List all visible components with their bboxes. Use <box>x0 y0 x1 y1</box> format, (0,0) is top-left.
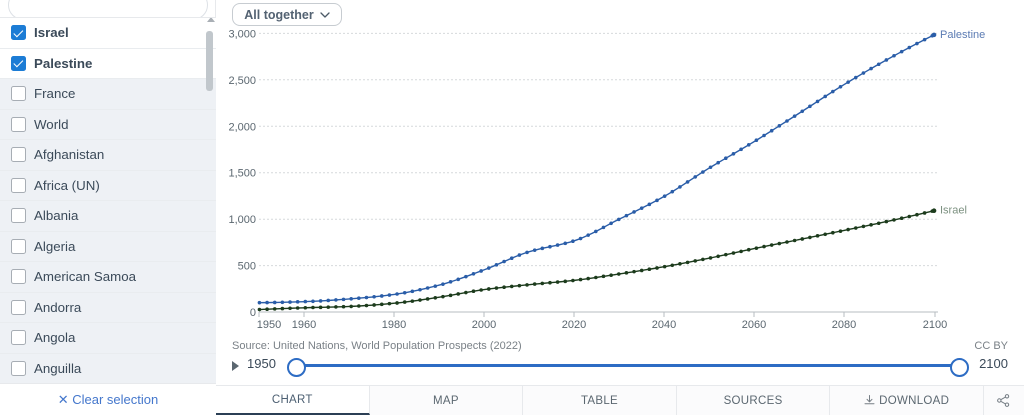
svg-text:Israel: Israel <box>940 205 967 217</box>
svg-text:1960: 1960 <box>292 319 316 331</box>
svg-text:0: 0 <box>250 307 256 319</box>
svg-text:1,000: 1,000 <box>228 214 256 226</box>
svg-text:2000: 2000 <box>472 319 496 331</box>
svg-text:2,500: 2,500 <box>228 75 256 87</box>
svg-text:2040: 2040 <box>652 319 676 331</box>
svg-text:2100: 2100 <box>923 319 947 331</box>
svg-text:3,000: 3,000 <box>228 28 256 40</box>
svg-text:1,500: 1,500 <box>228 168 256 180</box>
svg-text:500: 500 <box>238 261 256 273</box>
svg-text:1980: 1980 <box>382 319 406 331</box>
svg-text:2080: 2080 <box>832 319 856 331</box>
svg-text:1950: 1950 <box>257 319 281 331</box>
svg-text:2,000: 2,000 <box>228 121 256 133</box>
svg-text:2060: 2060 <box>742 319 766 331</box>
svg-text:Palestine: Palestine <box>940 29 985 41</box>
svg-text:2020: 2020 <box>562 319 586 331</box>
